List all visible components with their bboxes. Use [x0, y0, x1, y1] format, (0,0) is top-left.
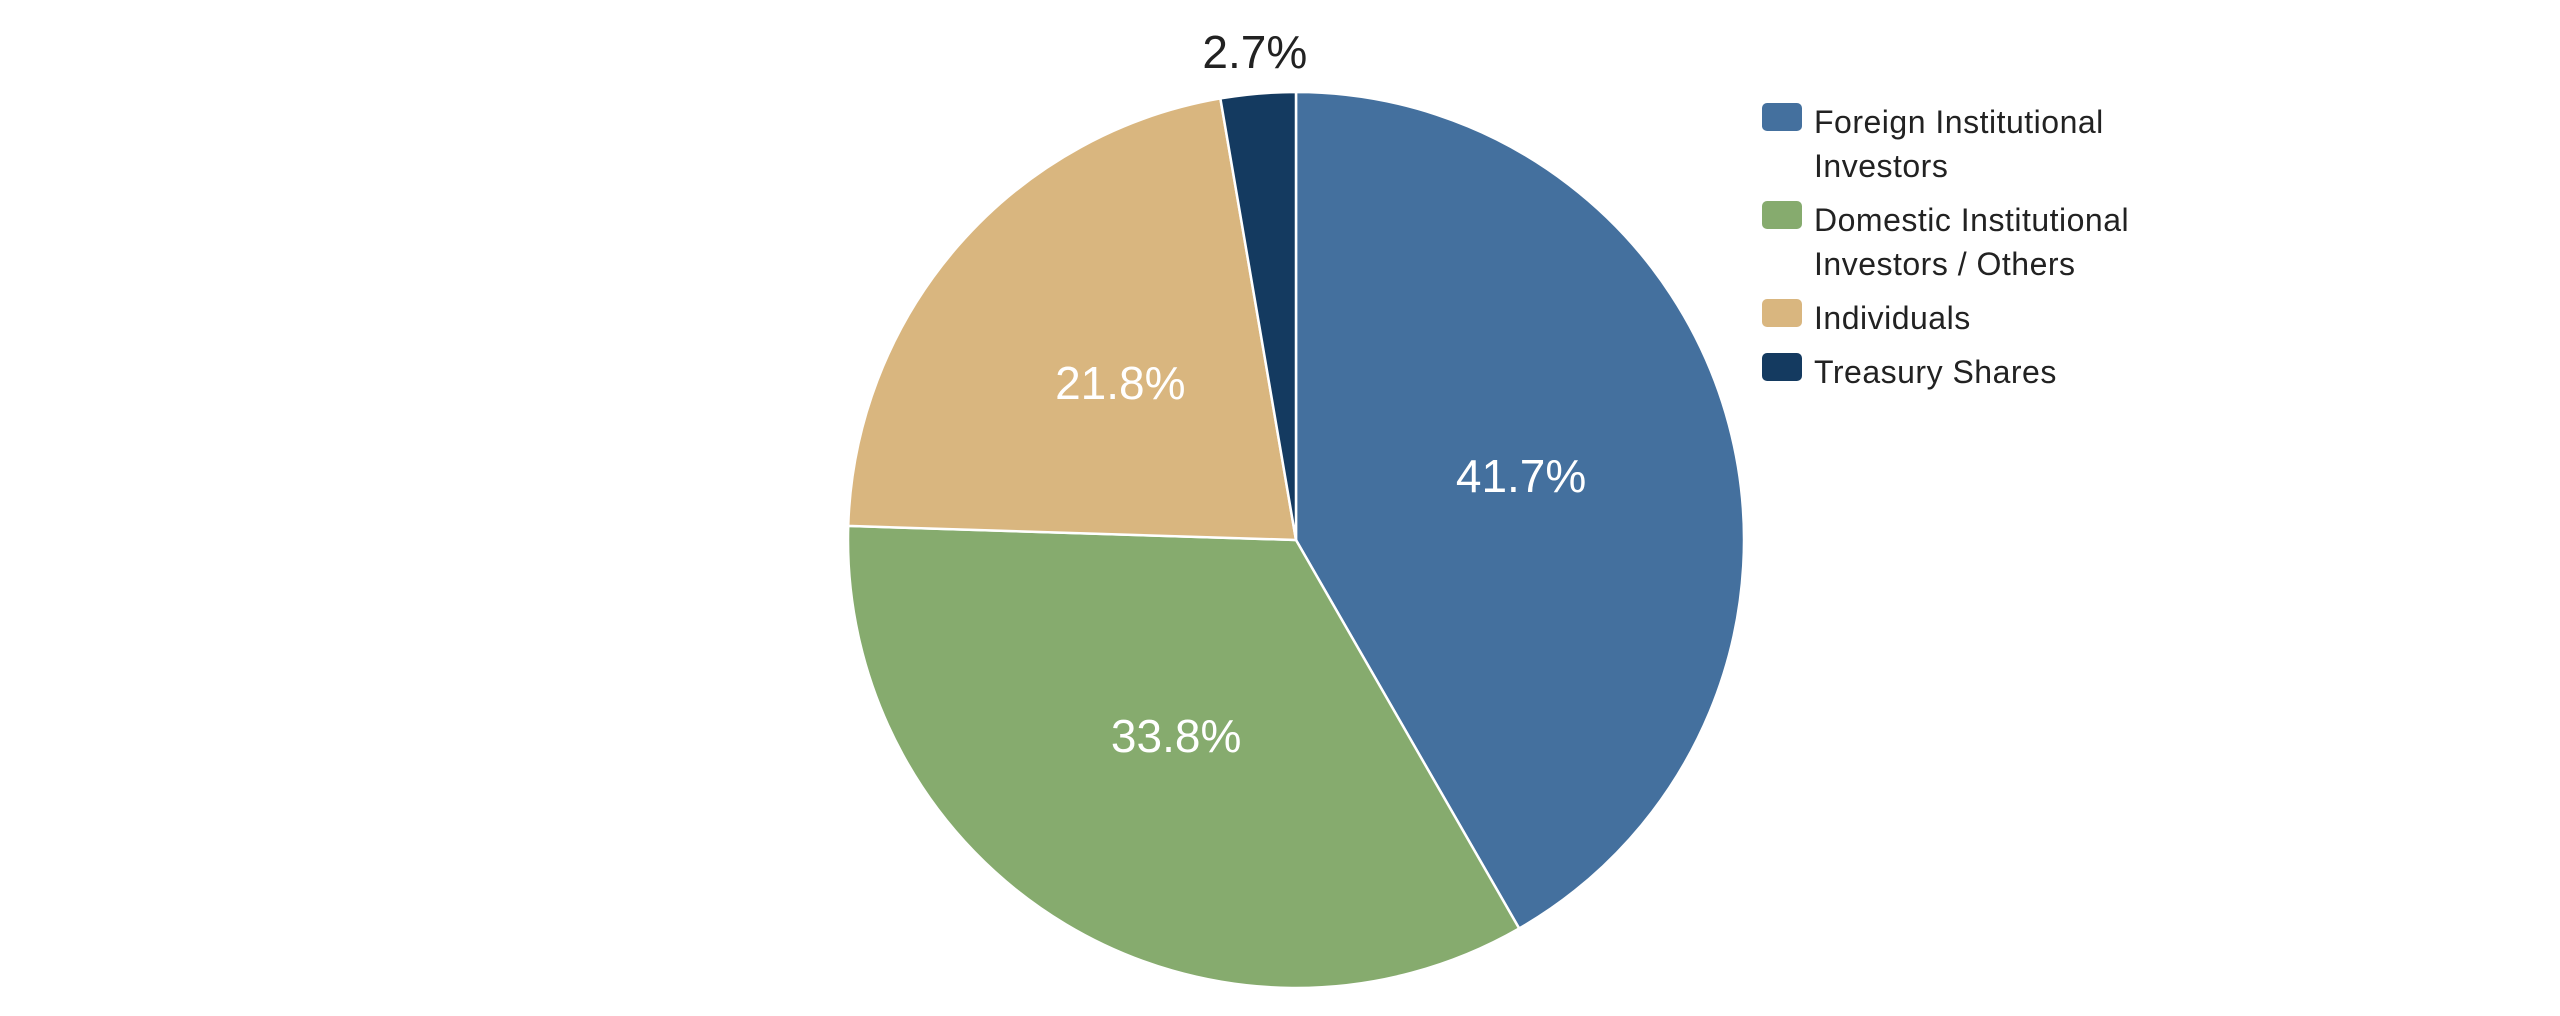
- legend-label: Individuals: [1814, 300, 1971, 336]
- pie-slice-individuals: [846, 97, 1298, 542]
- legend-swatch: [1762, 103, 1802, 131]
- legend-item-foreign-institutional-investors: Foreign Institutional Investors: [1762, 100, 2182, 188]
- pie-slice-treasury-shares: [1219, 90, 1298, 542]
- legend-item-treasury-shares: Treasury Shares: [1762, 350, 2182, 394]
- chart-legend: Foreign Institutional Investors Domestic …: [1762, 100, 2182, 404]
- legend-swatch: [1762, 299, 1802, 327]
- pie-slices: [846, 90, 1746, 990]
- legend-label: Domestic Institutional Investors / Others: [1814, 202, 2130, 282]
- pie-slice-domestic-institutional-investors-others: [846, 524, 1521, 990]
- legend-item-domestic-institutional-investors-others: Domestic Institutional Investors / Others: [1762, 198, 2182, 286]
- legend-swatch: [1762, 353, 1802, 381]
- data-label-domestic-institutional-investors-others: 33.8%: [1111, 710, 1241, 762]
- legend-item-individuals: Individuals: [1762, 296, 2182, 340]
- legend-label: Foreign Institutional Investors: [1814, 104, 2104, 184]
- legend-swatch: [1762, 201, 1802, 229]
- legend-label: Treasury Shares: [1814, 354, 2057, 390]
- data-label-foreign-institutional-investors: 41.7%: [1456, 450, 1586, 502]
- pie-data-labels: 41.7% 33.8% 21.8% 2.7%: [1055, 26, 1586, 762]
- data-label-treasury-shares: 2.7%: [1202, 26, 1307, 78]
- data-label-individuals: 21.8%: [1055, 357, 1185, 409]
- pie-slice-foreign-institutional-investors: [1294, 90, 1746, 930]
